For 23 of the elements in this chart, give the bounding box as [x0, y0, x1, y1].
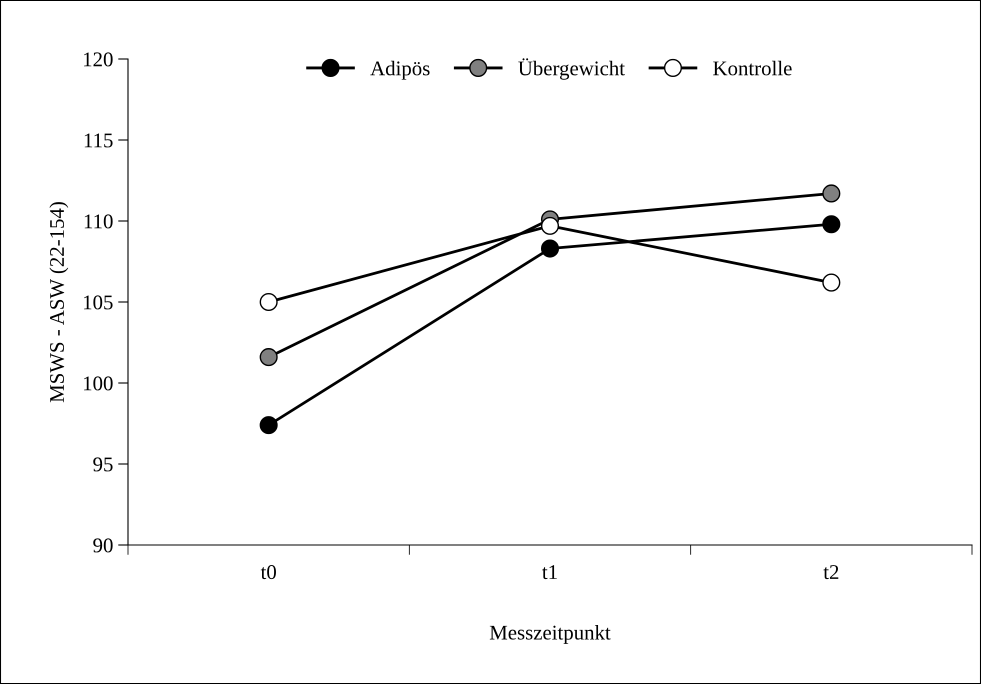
y-tick-label: 115 [84, 133, 113, 148]
point [822, 274, 840, 292]
y-tick-label: 110 [84, 214, 113, 228]
legend-label: Kontrolle [713, 60, 792, 76]
y-axis-title: MSWS - ASW (22-154) [49, 202, 68, 402]
legend-label: Übergewicht [518, 58, 625, 80]
point [540, 240, 560, 258]
y-tick-label: 120 [84, 52, 113, 66]
y-tick-label: 100 [84, 376, 113, 390]
point [260, 292, 278, 312]
point [540, 216, 560, 235]
x-tick-label: t0 [260, 565, 276, 580]
y-tick-label: 95 [93, 457, 113, 472]
legend-label: Adipös [370, 60, 430, 80]
point [260, 416, 278, 434]
point [822, 184, 840, 202]
point [822, 215, 840, 234]
y-tick-label: 105 [84, 295, 113, 310]
point [260, 348, 278, 366]
x-tick-label: t1 [542, 565, 557, 580]
x-tick-label: t2 [823, 565, 838, 580]
y-tick-label: 90 [93, 538, 113, 552]
x-axis-title: Messzeitpunkt [490, 625, 611, 644]
